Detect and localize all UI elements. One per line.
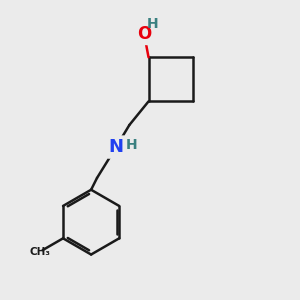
Text: O: O bbox=[137, 25, 151, 43]
Text: N: N bbox=[109, 138, 124, 156]
Text: H: H bbox=[147, 17, 159, 31]
Text: H: H bbox=[126, 138, 137, 152]
Text: CH₃: CH₃ bbox=[29, 247, 50, 256]
